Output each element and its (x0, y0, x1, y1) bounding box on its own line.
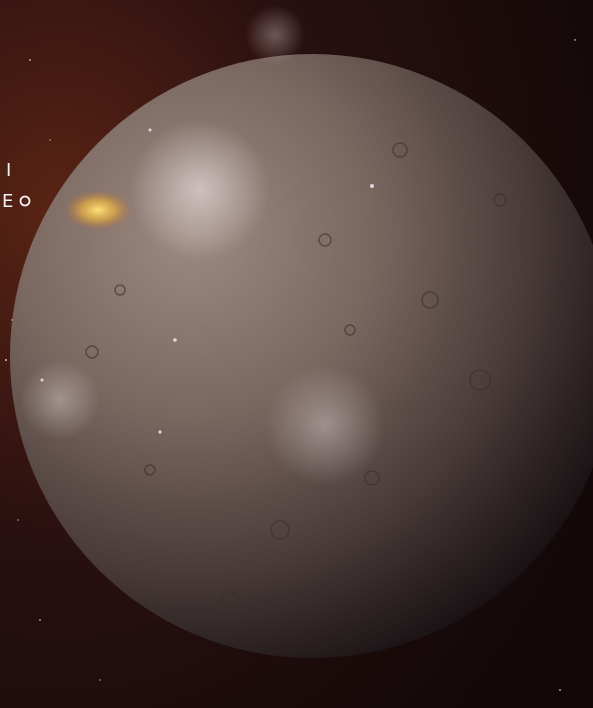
text-fragment: I (6, 160, 11, 181)
stars (5, 39, 576, 691)
text-fragment: E (2, 191, 13, 212)
ring-icon (19, 195, 31, 207)
surface-features (20, 5, 507, 609)
planet (10, 54, 593, 658)
